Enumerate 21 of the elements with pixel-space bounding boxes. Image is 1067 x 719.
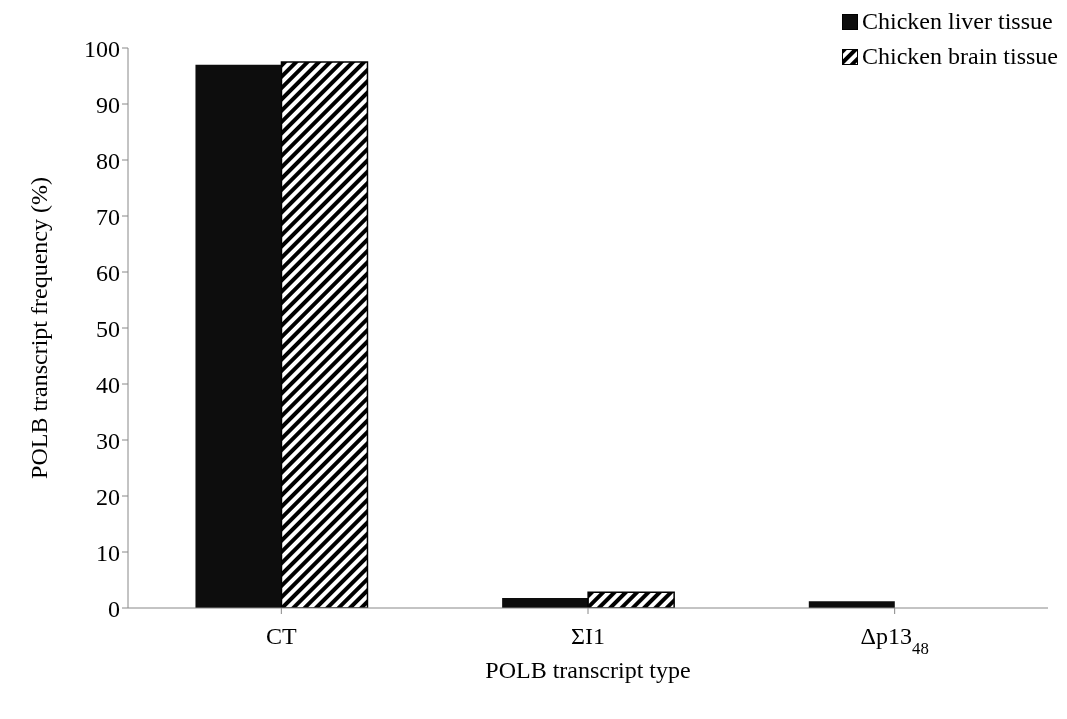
x-tick-label: ΣI1 <box>571 623 605 649</box>
bar <box>195 64 282 608</box>
legend-label: Chicken brain tissue <box>862 43 1058 70</box>
y-tick-label: 0 <box>108 595 120 622</box>
y-tick-label: 50 <box>96 315 120 342</box>
y-tick-label: 90 <box>96 91 120 118</box>
bar <box>280 61 369 608</box>
y-tick-label: 30 <box>96 427 120 454</box>
legend-label: Chicken liver tissue <box>862 8 1053 35</box>
y-tick-label: 100 <box>84 35 120 62</box>
y-tick-label: 80 <box>96 147 120 174</box>
y-axis-title: POLB transcript frequency (%) <box>25 177 52 479</box>
x-tick-label: Δp13$_{48}$ <box>860 623 929 658</box>
y-tick-label: 40 <box>96 371 120 398</box>
y-tick-label: 10 <box>96 539 120 566</box>
y-tick-label: 20 <box>96 483 120 510</box>
x-tick-label: CT <box>266 623 298 649</box>
y-tick-label: 70 <box>96 203 120 230</box>
bar <box>587 591 675 608</box>
x-axis-title: POLB transcript type <box>485 657 691 683</box>
y-tick-label: 60 <box>96 259 120 286</box>
